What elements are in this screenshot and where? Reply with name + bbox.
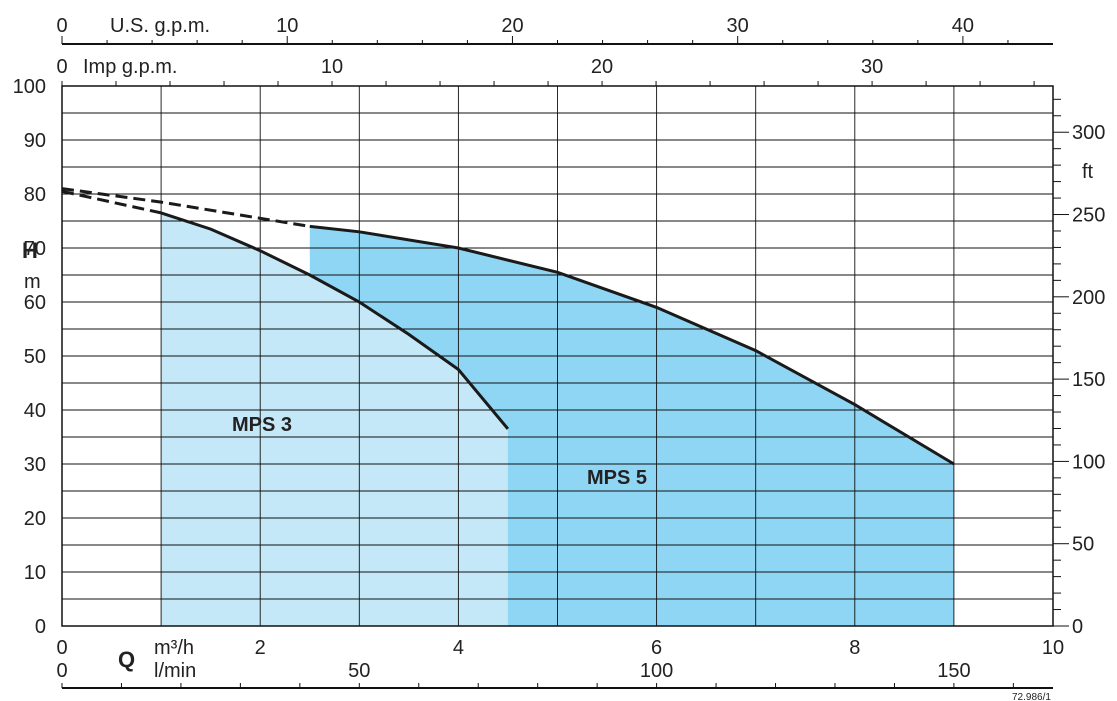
- ft-tick-label: 250: [1072, 205, 1105, 227]
- mps3-curve: [160, 211, 510, 430]
- imp-gpm-axis-label: Imp g.p.m.: [83, 56, 177, 78]
- y-tick-label: 70: [24, 238, 46, 260]
- x-tick-label: 10: [1042, 637, 1064, 659]
- lmin-tick-label: 100: [640, 660, 673, 682]
- x-axis-unit-lmin: l/min: [154, 660, 196, 682]
- ft-tick-label: 200: [1072, 287, 1105, 309]
- y-axis-label-h: H: [22, 238, 38, 263]
- drawing-code: 72.986/1: [1012, 692, 1051, 701]
- curves: [61, 187, 955, 466]
- imp-gpm-tick-label: 30: [861, 56, 883, 78]
- lmin-tick-label: 50: [348, 660, 370, 682]
- imp-gpm-tick-label: 0: [56, 56, 67, 78]
- y-tick-label: 60: [24, 292, 46, 314]
- y-tick-label: 50: [24, 346, 46, 368]
- us-gpm-tick-label: 0: [56, 15, 67, 37]
- x-axis-symbol-q: Q: [118, 647, 135, 672]
- imp-gpm-tick-label: 20: [591, 56, 613, 78]
- lmin-tick-label: 0: [56, 660, 67, 682]
- us-gpm-tick-label: 10: [276, 15, 298, 37]
- y-tick-label: 30: [24, 454, 46, 476]
- mps3-operating-area: [161, 212, 508, 626]
- ft-tick-label: 0: [1072, 616, 1083, 638]
- mps3-curve-dashed: [61, 189, 162, 215]
- x-axis-unit-m3h: m³/h: [154, 637, 194, 659]
- x-tick-label: 4: [453, 637, 464, 659]
- grid: [62, 86, 1053, 626]
- y-tick-label: 10: [24, 562, 46, 584]
- imp-gpm-tick-label: 10: [321, 56, 343, 78]
- y-axis-label-unit: m: [24, 271, 41, 293]
- us-gpm-tick-label: 30: [727, 15, 749, 37]
- us-gpm-axis-label: U.S. g.p.m.: [110, 15, 210, 37]
- us-gpm-tick-label: 40: [952, 15, 974, 37]
- operating-areas: [161, 212, 954, 626]
- x-tick-label: 2: [255, 637, 266, 659]
- mps5-curve-dashed: [61, 187, 311, 228]
- series-label-mps5: MPS 5: [587, 467, 647, 489]
- mps5-curve: [309, 224, 955, 466]
- y-tick-label: 100: [13, 76, 46, 98]
- ft-tick-label: 150: [1072, 369, 1105, 391]
- axes-frame: [61, 36, 1069, 689]
- right-axis-label-ft: ft: [1082, 161, 1094, 183]
- x-tick-label: 8: [849, 637, 860, 659]
- lmin-tick-label: 150: [937, 660, 970, 682]
- y-tick-label: 20: [24, 508, 46, 530]
- plot-frame: [61, 85, 1054, 627]
- us-gpm-tick-label: 20: [501, 15, 523, 37]
- ft-tick-label: 50: [1072, 534, 1094, 556]
- y-tick-label: 90: [24, 130, 46, 152]
- y-tick-label: 40: [24, 400, 46, 422]
- x-tick-label: 6: [651, 637, 662, 659]
- ft-tick-label: 300: [1072, 122, 1105, 144]
- y-tick-label: 80: [24, 184, 46, 206]
- ft-tick-label: 100: [1072, 451, 1105, 473]
- y-tick-label: 0: [35, 616, 46, 638]
- x-tick-label: 0: [56, 637, 67, 659]
- series-label-mps3: MPS 3: [232, 414, 292, 436]
